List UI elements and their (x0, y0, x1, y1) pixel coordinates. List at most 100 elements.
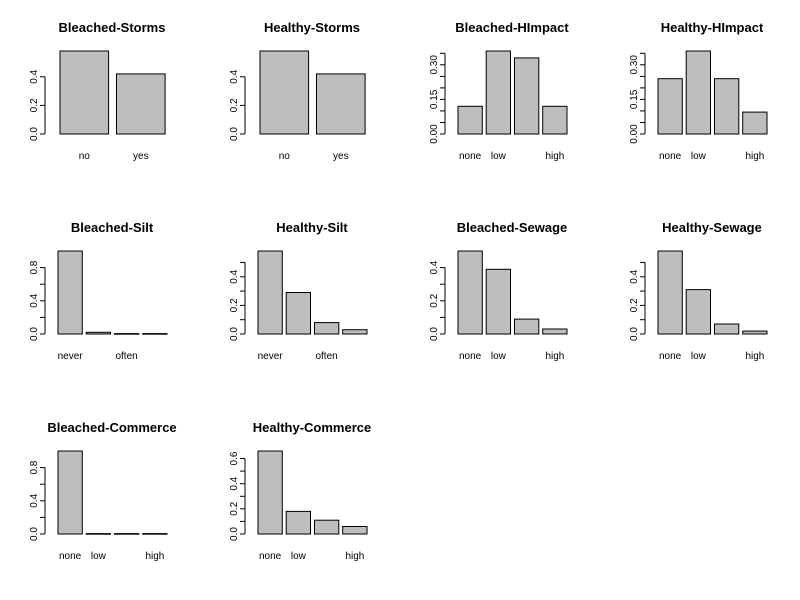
y-tick-label: 0.0 (29, 127, 40, 141)
bar (142, 333, 168, 335)
x-tick-label: low (91, 551, 107, 562)
y-tick-label: 0.2 (29, 98, 40, 112)
y-tick-label: 0.30 (429, 55, 440, 75)
bar (485, 50, 512, 135)
x-tick-label: none (59, 551, 82, 562)
bar (257, 450, 283, 535)
panel-title: Bleached-Storms (59, 20, 166, 35)
panel-healthy-commerce: Healthy-Commerce none low high 0.0 0.2 0.4 0.6 (229, 420, 371, 562)
y-tick-label: 0.6 (229, 451, 240, 465)
bar (342, 329, 368, 335)
x-tick-label: yes (133, 151, 149, 162)
bar (142, 533, 168, 535)
x-tick-label: high (545, 351, 564, 362)
bar (514, 57, 540, 135)
x-tick-label: high (545, 151, 564, 162)
x-tick-label: no (79, 151, 91, 162)
panel-healthy-sewage: Healthy-Sewage none low high 0.0 0.2 0.4 (629, 220, 768, 362)
x-tick-label: none (459, 151, 482, 162)
bar (314, 322, 340, 335)
x-tick-label: low (491, 351, 507, 362)
x-tick-label: high (745, 351, 764, 362)
bar (259, 50, 310, 135)
y-tick-label: 0.0 (629, 327, 640, 341)
bar (542, 105, 568, 135)
bar (114, 533, 140, 535)
x-tick-label: low (491, 151, 507, 162)
y-tick-label: 0.4 (29, 293, 40, 307)
panel-healthy-himpact: Healthy-HImpact none low high 0.00 0.15 0.30 (629, 20, 768, 162)
y-tick-label: 0.2 (229, 298, 240, 312)
y-tick-label: 0.4 (29, 493, 40, 507)
bar (314, 519, 340, 535)
panel-bleached-commerce: Bleached-Commerce none low high 0.0 0.4 0.8 (29, 420, 177, 562)
x-tick-label: high (345, 551, 364, 562)
y-tick-label: 0.0 (229, 127, 240, 141)
x-tick-label: none (659, 351, 682, 362)
panel-title: Bleached-Silt (71, 220, 154, 235)
y-tick-label: 0.00 (629, 124, 640, 144)
bar (685, 289, 712, 335)
x-tick-label: none (459, 351, 482, 362)
y-tick-label: 0.8 (29, 460, 40, 474)
bar (714, 78, 740, 135)
x-tick-label: low (691, 351, 707, 362)
y-tick-label: 0.4 (29, 69, 40, 83)
y-tick-label: 0.15 (429, 89, 440, 109)
bar (742, 111, 768, 135)
panel-title: Bleached-Sewage (457, 220, 568, 235)
bar (342, 526, 368, 535)
bar (316, 73, 366, 135)
panel-title: Healthy-Silt (276, 220, 348, 235)
bar (85, 331, 111, 335)
bar (714, 323, 740, 335)
bar (57, 450, 83, 535)
bar (685, 50, 712, 135)
bar (59, 50, 110, 135)
bar (542, 328, 568, 335)
panel-healthy-silt: Healthy-Silt never often 0.0 0.2 0.4 (229, 220, 368, 362)
x-tick-label: none (659, 151, 682, 162)
y-tick-label: 0.4 (229, 69, 240, 83)
panel-title: Healthy-Storms (264, 20, 360, 35)
y-tick-label: 0.0 (229, 527, 240, 541)
bar (514, 318, 540, 335)
x-tick-label: often (115, 351, 137, 362)
y-tick-label: 0.8 (29, 260, 40, 274)
y-tick-label: 0.4 (429, 260, 440, 274)
panel-title: Bleached-Commerce (47, 420, 176, 435)
y-tick-label: 0.0 (29, 327, 40, 341)
y-tick-label: 0.0 (29, 527, 40, 541)
bar (657, 250, 683, 335)
panel-bleached-himpact: Bleached-HImpact none low high 0.00 0.15 0.30 (429, 20, 569, 162)
y-tick-label: 0.4 (229, 269, 240, 283)
panel-bleached-storms: Bleached-Storms no yes 0.0 0.2 0.4 (29, 20, 166, 162)
bar (657, 78, 683, 135)
x-tick-label: never (58, 351, 84, 362)
bar (57, 250, 83, 335)
x-tick-label: high (745, 151, 764, 162)
panel-title: Bleached-HImpact (455, 20, 569, 35)
panel-title: Healthy-HImpact (661, 20, 764, 35)
x-tick-label: yes (333, 151, 349, 162)
bar (742, 330, 768, 335)
panel-bleached-sewage: Bleached-Sewage none low high 0.0 0.2 0.4 (429, 220, 568, 362)
x-tick-label: high (145, 551, 164, 562)
y-tick-label: 0.0 (229, 327, 240, 341)
x-tick-label: low (691, 151, 707, 162)
bar (116, 73, 166, 135)
bar (485, 268, 512, 335)
y-tick-label: 0.2 (229, 501, 240, 515)
y-tick-label: 0.0 (429, 327, 440, 341)
x-tick-label: low (291, 551, 307, 562)
bar (285, 510, 312, 535)
panel-title: Healthy-Commerce (253, 420, 372, 435)
bar (85, 533, 111, 535)
y-tick-label: 0.00 (429, 124, 440, 144)
bar (114, 333, 140, 335)
bar (257, 250, 283, 335)
y-tick-label: 0.2 (229, 98, 240, 112)
bar (457, 250, 483, 335)
y-tick-label: 0.15 (629, 89, 640, 109)
panel-bleached-silt: Bleached-Silt never often 0.0 0.4 0.8 (29, 220, 168, 362)
